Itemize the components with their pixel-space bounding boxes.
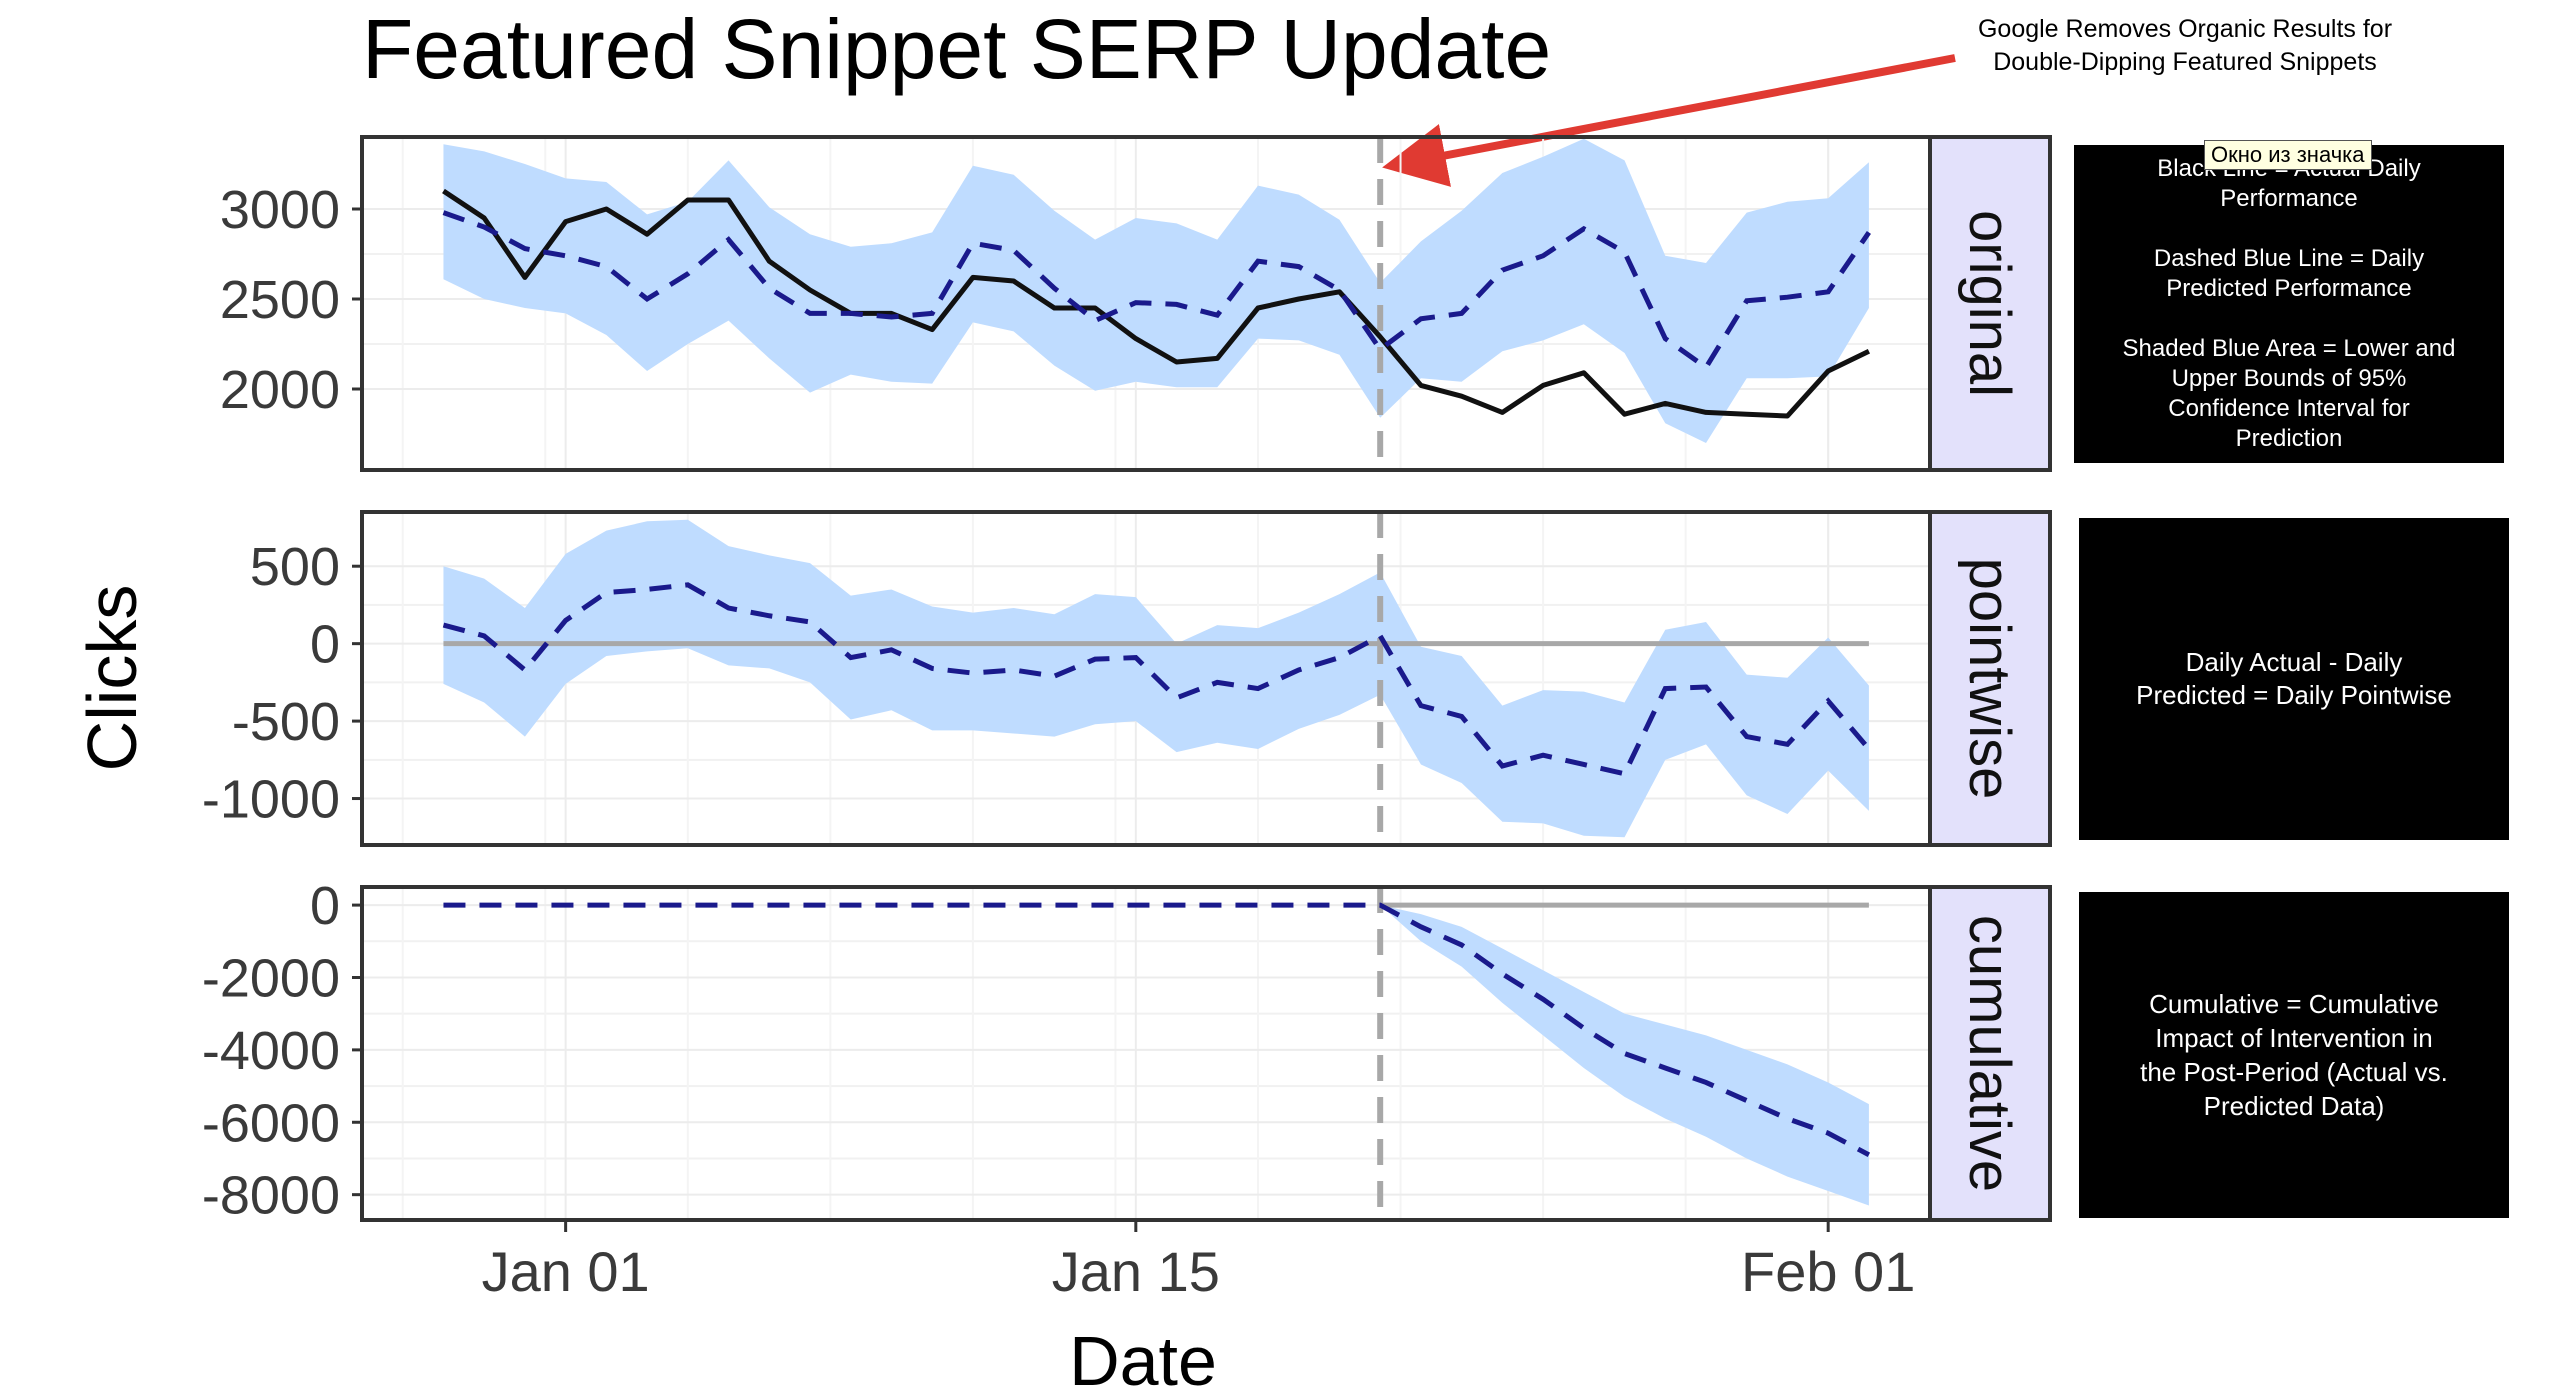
legend-original-line: Dashed Blue Line = Daily (2153, 245, 2425, 272)
y-tick-label: 0 (310, 876, 340, 936)
legend-pointwise-line: Predicted = Daily Pointwise (2136, 680, 2452, 710)
legend-cumulative: Cumulative = Cumulative Impact of Interv… (2079, 892, 2509, 1218)
panel-original: 2000 2500 3000 original (220, 135, 2052, 472)
strip-pointwise (1928, 510, 2052, 847)
legend-cumulative-line: Predicted Data) (2203, 1091, 2385, 1121)
y-tick-label: -2000 (202, 948, 340, 1008)
annotation-line-2: Double-Dipping Featured Snippets (1993, 48, 2377, 76)
y-tick-label: -8000 (202, 1166, 340, 1226)
legend-original: Black Line = Actual Daily Performance Da… (2074, 145, 2504, 463)
x-axis-label: Date (1069, 1322, 1217, 1395)
strip-label: original (1957, 210, 2022, 397)
strip-label: pointwise (1957, 558, 2022, 800)
annotation-line-1: Google Removes Organic Results for (1978, 15, 2392, 43)
series-predicted-line (442, 582, 1871, 777)
y-tick-label: -4000 (202, 1021, 340, 1081)
y-tick-label: -6000 (202, 1093, 340, 1153)
strip-label: cumulative (1957, 915, 2022, 1192)
chart-title: Featured Snippet SERP Update (362, 2, 1551, 96)
annotation-arrow (1382, 54, 1956, 187)
legend-original-line: Prediction (2235, 425, 2343, 452)
confidence-band-cumulative (443, 905, 1869, 1206)
legend-pointwise: Daily Actual - Daily Predicted = Daily P… (2079, 518, 2509, 840)
strip-original (1928, 135, 2052, 472)
tooltip: Окно из значка (2204, 140, 2372, 170)
legend-original-line: Performance (2220, 185, 2358, 212)
panel-cumulative: -8000 -6000 -4000 -2000 0 cumulative (202, 876, 2052, 1226)
y-tick-label: -1000 (202, 770, 340, 830)
series-predicted-line (443, 902, 1871, 1158)
series-actual-line (442, 188, 1871, 419)
y-tick-label: 500 (250, 537, 340, 597)
legend-cumulative-line: the Post-Period (Actual vs. (2140, 1057, 2448, 1087)
y-tick-label: -500 (232, 692, 340, 752)
y-tick-label: 3000 (220, 180, 340, 240)
legend-cumulative-line: Impact of Intervention in (2155, 1023, 2433, 1053)
series-predicted-line (442, 210, 1871, 371)
x-tick-label: Jan 15 (1052, 1240, 1220, 1303)
y-tick-label: 2000 (220, 360, 340, 420)
strip-cumulative (1928, 885, 2052, 1222)
y-tick-label: 0 (310, 615, 340, 675)
y-axis-label: Clicks (73, 585, 151, 772)
confidence-band-original (443, 138, 1869, 444)
legend-original-line: Confidence Interval for (2168, 395, 2410, 422)
plot-area: 2000 2500 3000 original -1000 -500 0 500 pointwi… (202, 135, 2052, 1303)
legend-cumulative-line: Cumulative = Cumulative (2149, 989, 2439, 1019)
legend-original-line: Upper Bounds of 95% (2171, 365, 2407, 392)
y-tick-label: 2500 (220, 270, 340, 330)
legend-original-line: Predicted Performance (2166, 275, 2412, 302)
x-tick-label: Feb 01 (1741, 1240, 1915, 1303)
legend-pointwise-line: Daily Actual - Daily (2185, 647, 2403, 677)
x-tick-label: Jan 01 (482, 1240, 650, 1303)
panel-pointwise: -1000 -500 0 500 pointwise (202, 510, 2052, 847)
legend-original-line: Shaded Blue Area = Lower and (2122, 335, 2456, 362)
